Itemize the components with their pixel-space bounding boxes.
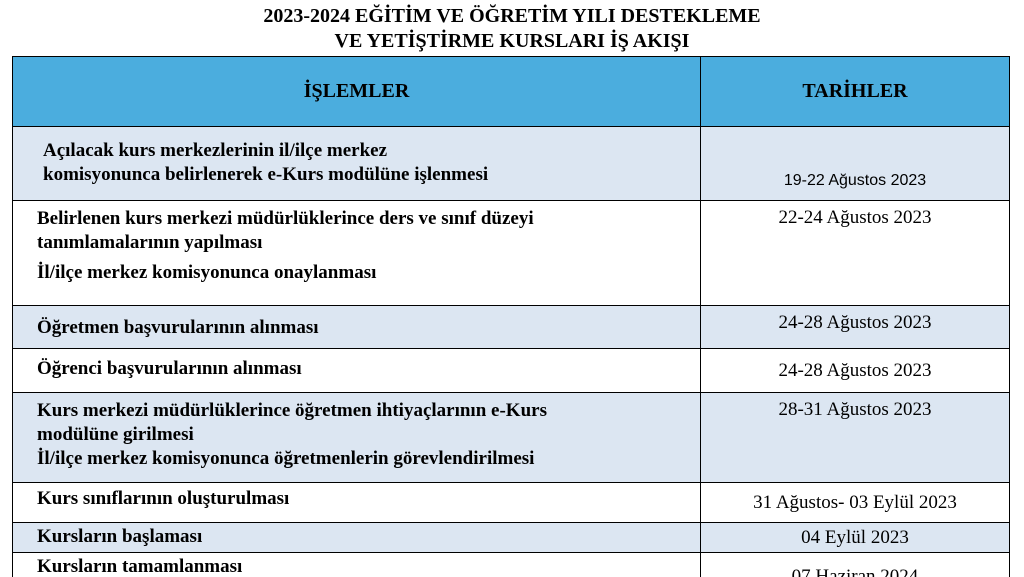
process-cell: Kurs merkezi müdürlüklerince öğretmen ih… (12, 392, 701, 483)
header-cell: TARİHLER (700, 56, 1010, 127)
process-line: Kursların başlaması (37, 526, 203, 547)
date-cell: 07 Haziran 2024 (700, 552, 1010, 577)
process-cell: Kursların başlaması (12, 522, 701, 553)
process-line: komisyonunca belirlenerek e-Kurs modülün… (43, 164, 489, 185)
date-text: 28-31 Ağustos 2023 (778, 399, 932, 420)
process-cell: Öğrenci başvurularının alınması (12, 348, 701, 393)
title-line: 2023-2024 EĞİTİM VE ÖĞRETİM YILI DESTEKL… (263, 5, 761, 27)
process-cell: Belirlenen kurs merkezi müdürlüklerince … (12, 200, 701, 306)
date-cell: 28-31 Ağustos 2023 (700, 392, 1010, 483)
title-line: VE YETİŞTİRME KURSLARI İŞ AKIŞI (334, 30, 690, 52)
date-cell: 19-22 Ağustos 2023 (700, 126, 1010, 201)
process-line: Kurs sınıflarının oluşturulması (37, 488, 290, 509)
process-line: Kurs merkezi müdürlüklerince öğretmen ih… (37, 400, 547, 421)
date-cell: 24-28 Ağustos 2023 (700, 305, 1010, 349)
process-cell: Kursların tamamlanması (12, 552, 701, 577)
process-line: Açılacak kurs merkezlerinin il/ilçe merk… (43, 140, 388, 161)
process-line: Belirlenen kurs merkezi müdürlüklerince … (37, 208, 534, 229)
date-cell: 24-28 Ağustos 2023 (700, 348, 1010, 393)
process-line: tanımlamalarının yapılması (37, 232, 263, 253)
process-line: İl/ilçe merkez komisyonunca onaylanması (37, 262, 377, 283)
process-line: İl/ilçe merkez komisyonunca öğretmenleri… (37, 448, 535, 469)
process-cell: Açılacak kurs merkezlerinin il/ilçe merk… (12, 126, 701, 201)
date-cell: 31 Ağustos- 03 Eylül 2023 (700, 482, 1010, 523)
date-text: 19-22 Ağustos 2023 (783, 172, 927, 189)
date-text: 07 Haziran 2024 (791, 565, 919, 577)
process-cell: Kurs sınıflarının oluşturulması (12, 482, 701, 523)
date-text: 22-24 Ağustos 2023 (778, 207, 932, 228)
date-cell: 22-24 Ağustos 2023 (700, 200, 1010, 306)
date-cell: 04 Eylül 2023 (700, 522, 1010, 553)
process-line: Öğrenci başvurularının alınması (37, 358, 302, 379)
process-line: Öğretmen başvurularının alınması (37, 317, 319, 338)
process-line: Kursların tamamlanması (37, 556, 243, 577)
date-text: 04 Eylül 2023 (801, 526, 909, 548)
header-cell: İŞLEMLER (12, 56, 701, 127)
process-cell: Öğretmen başvurularının alınması (12, 305, 701, 349)
date-text: 24-28 Ağustos 2023 (778, 359, 932, 381)
date-text: 31 Ağustos- 03 Eylül 2023 (753, 491, 957, 513)
date-text: 24-28 Ağustos 2023 (778, 312, 932, 333)
process-line: modülüne girilmesi (37, 424, 194, 445)
